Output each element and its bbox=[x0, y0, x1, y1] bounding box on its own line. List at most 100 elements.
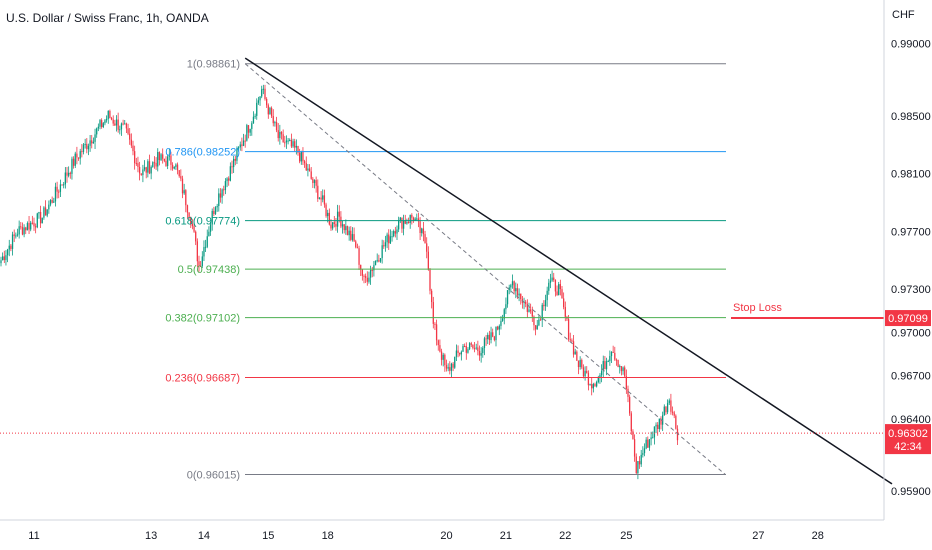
candle-body bbox=[335, 223, 337, 227]
candle-body bbox=[538, 319, 540, 326]
candle-body bbox=[21, 227, 24, 235]
candle-body bbox=[101, 120, 103, 128]
candle-body bbox=[348, 230, 350, 236]
candle-body bbox=[302, 151, 304, 162]
candle-body bbox=[209, 224, 212, 232]
candle-body bbox=[401, 217, 403, 229]
fib-level-label: 0.236(0.96687) bbox=[165, 373, 240, 385]
candle-body bbox=[424, 234, 426, 244]
candle-body bbox=[114, 123, 116, 126]
candle-body bbox=[457, 350, 459, 354]
candle-body bbox=[138, 166, 141, 174]
candle-body bbox=[591, 384, 593, 389]
candle-body bbox=[110, 117, 113, 120]
candle-body bbox=[322, 195, 324, 200]
candle-body bbox=[190, 217, 192, 224]
candle-body bbox=[39, 212, 42, 224]
candle-body bbox=[143, 167, 146, 170]
candle-body bbox=[396, 229, 398, 234]
candle-body bbox=[105, 118, 108, 121]
candle-body bbox=[576, 351, 578, 361]
candle-body bbox=[412, 217, 415, 221]
candle-body bbox=[130, 139, 132, 146]
candle-body bbox=[124, 123, 126, 125]
price-tick-label: 0.97700 bbox=[891, 226, 931, 238]
candle-body bbox=[467, 349, 469, 353]
candle-body bbox=[170, 155, 172, 165]
candle-body bbox=[66, 172, 68, 176]
candle-body bbox=[478, 351, 481, 356]
candle-body bbox=[577, 360, 580, 368]
candles-layer bbox=[0, 84, 679, 480]
candle-body bbox=[402, 220, 405, 229]
candle-body bbox=[485, 338, 487, 340]
candle-body bbox=[426, 243, 428, 252]
candle-body bbox=[482, 347, 484, 354]
candle-body bbox=[363, 275, 365, 277]
candle-body bbox=[506, 290, 509, 305]
candle-body bbox=[30, 222, 32, 230]
time-tick-label: 25 bbox=[620, 530, 632, 542]
candle-body bbox=[534, 325, 537, 330]
bar-countdown-label: 42:34 bbox=[894, 441, 922, 453]
candle-body bbox=[546, 290, 548, 301]
candle-body bbox=[675, 415, 677, 429]
candle-body bbox=[145, 167, 147, 173]
candle-body bbox=[495, 326, 497, 341]
candle-body bbox=[407, 221, 410, 223]
candle-body bbox=[23, 227, 25, 235]
candle-body bbox=[353, 234, 355, 242]
candle-body bbox=[127, 128, 129, 134]
candle-body bbox=[452, 363, 454, 368]
candle-body bbox=[223, 189, 225, 191]
candle-body bbox=[567, 319, 570, 340]
candle-body bbox=[409, 214, 411, 223]
candle-body bbox=[305, 163, 307, 171]
candle-body bbox=[208, 231, 210, 237]
time-tick-label: 15 bbox=[262, 530, 274, 542]
candle-body bbox=[419, 221, 421, 234]
candle-body bbox=[185, 190, 187, 206]
candle-body bbox=[206, 236, 208, 247]
candle-body bbox=[270, 107, 273, 117]
candle-body bbox=[350, 230, 352, 240]
candle-body bbox=[655, 424, 657, 427]
candle-body bbox=[442, 354, 444, 360]
price-tick-label: 0.95900 bbox=[891, 486, 931, 498]
candle-body bbox=[10, 245, 12, 249]
candle-body bbox=[599, 375, 601, 378]
candle-body bbox=[313, 180, 316, 184]
candle-body bbox=[180, 176, 182, 179]
trendlines-layer: Stop Loss bbox=[0, 57, 893, 485]
candle-body bbox=[91, 140, 93, 144]
candle-body bbox=[264, 88, 266, 99]
candle-body bbox=[376, 260, 378, 262]
candle-body bbox=[26, 223, 29, 231]
fib-retracement-layer: 1(0.98861) 0.786(0.98252) 0.618(0.97774) 0.… bbox=[165, 59, 726, 482]
candle-body bbox=[86, 143, 88, 150]
candle-body bbox=[477, 347, 479, 352]
candle-body bbox=[289, 139, 291, 141]
candle-body bbox=[515, 288, 517, 292]
candle-body bbox=[455, 350, 458, 357]
candle-body bbox=[153, 162, 156, 164]
candle-body bbox=[470, 343, 472, 345]
candle-body bbox=[574, 351, 576, 355]
candle-body bbox=[79, 151, 81, 159]
candle-body bbox=[201, 256, 203, 267]
candle-body bbox=[38, 212, 40, 214]
candle-body bbox=[434, 323, 436, 325]
candle-body bbox=[249, 128, 251, 133]
candle-body bbox=[226, 178, 228, 182]
candle-body bbox=[665, 406, 667, 413]
candle-body bbox=[627, 388, 629, 397]
candle-body bbox=[224, 181, 227, 191]
candle-body bbox=[388, 234, 390, 244]
candle-body bbox=[46, 209, 48, 216]
candle-body bbox=[234, 158, 236, 161]
candle-body bbox=[333, 222, 335, 224]
candle-body bbox=[417, 218, 420, 222]
candle-body bbox=[61, 184, 63, 186]
chart-title: U.S. Dollar / Swiss Franc, 1h, OANDA bbox=[6, 11, 209, 25]
